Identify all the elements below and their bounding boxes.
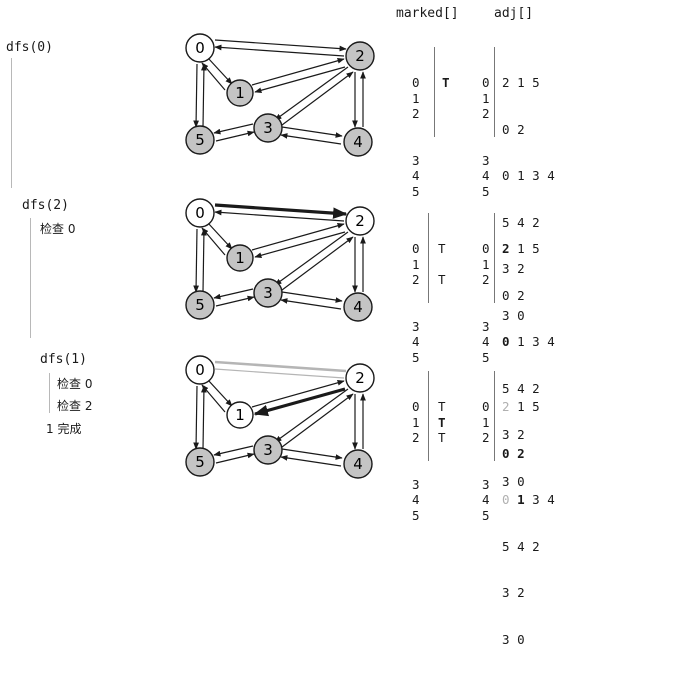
trace-call: dfs(1) <box>40 352 87 367</box>
edge-2-1-active <box>253 387 346 417</box>
vertex-0: 0 <box>185 33 215 63</box>
svg-text:4: 4 <box>353 455 363 473</box>
edge-5-3 <box>215 130 255 142</box>
vertex-0: 0 <box>185 355 215 385</box>
call-stack-line <box>30 218 31 338</box>
vertex-4: 4 <box>343 449 373 479</box>
svg-text:3: 3 <box>263 441 273 459</box>
vertex-5: 5 <box>185 125 215 155</box>
svg-text:0: 0 <box>195 204 205 222</box>
vertex-5: 5 <box>185 447 215 477</box>
svg-text:2: 2 <box>355 369 365 387</box>
svg-text:5: 5 <box>195 453 205 471</box>
vertex-3: 3 <box>253 435 283 465</box>
vertex-5: 5 <box>185 290 215 320</box>
edge-0-5 <box>193 63 199 128</box>
edge-0-2-visited <box>214 360 347 373</box>
vertex-2: 2 <box>345 206 375 236</box>
edge-4-3 <box>280 133 342 145</box>
svg-text:1: 1 <box>235 406 245 424</box>
adj-header: adj[] <box>494 6 534 21</box>
edge-2-0 <box>214 44 345 57</box>
edge-3-5 <box>213 123 254 135</box>
svg-text:5: 5 <box>195 296 205 314</box>
call-stack-line <box>11 58 12 188</box>
call-stack-line <box>49 373 50 413</box>
svg-text:0: 0 <box>195 361 205 379</box>
trace-check: 检查 0 <box>40 222 76 236</box>
trace-call: dfs(2) <box>22 198 69 213</box>
graph-step-3: 0 1 2 3 4 5 <box>185 355 375 479</box>
edge-2-1 <box>254 66 346 94</box>
edge-2-3 <box>274 66 349 121</box>
trace-check: 检查 0 <box>57 377 93 391</box>
svg-text:3: 3 <box>263 119 273 137</box>
vertex-3: 3 <box>253 113 283 143</box>
edge-3-2 <box>277 71 354 129</box>
svg-text:0: 0 <box>195 39 205 57</box>
svg-text:2: 2 <box>355 212 365 230</box>
edge-1-0 <box>201 62 226 91</box>
edge-3-4 <box>281 126 343 138</box>
trace-check: 检查 2 <box>57 399 93 413</box>
svg-text:5: 5 <box>195 131 205 149</box>
vertex-3: 3 <box>253 278 283 308</box>
vertex-0: 0 <box>185 198 215 228</box>
vertex-2: 2 <box>345 41 375 71</box>
svg-text:2: 2 <box>355 47 365 65</box>
vertex-1: 1 <box>226 244 254 272</box>
trace-call: dfs(0) <box>6 40 53 55</box>
svg-text:1: 1 <box>235 249 245 267</box>
table-step-2: 012 345 T​T​​​ 012 345 2 1 5 0 2 0 1 3 4… <box>398 210 598 489</box>
svg-text:4: 4 <box>353 133 363 151</box>
table-step-3: 012 345 TTT​​​ 012 345 2 1 5 0 2 0 1 3 4… <box>398 368 598 647</box>
graph-step-2: 0 1 2 3 4 5 <box>185 198 375 322</box>
trace-done: 1 完成 <box>46 422 82 436</box>
graph-step-1: 0 1 2 3 4 5 <box>185 33 375 157</box>
svg-text:3: 3 <box>263 284 273 302</box>
table-step-1: 012 345 T​​​​​ 012 345 2 1 5 0 2 0 1 3 4… <box>398 44 598 323</box>
vertex-4: 4 <box>343 292 373 322</box>
edge-0-2 <box>214 39 347 52</box>
edge-0-2-active <box>214 203 348 219</box>
vertex-1: 1 <box>226 401 254 429</box>
edge-5-0 <box>201 63 207 128</box>
edge-1-2 <box>251 57 345 86</box>
edge-0-1 <box>207 57 233 85</box>
marked-header: marked[] <box>396 6 459 21</box>
svg-text:4: 4 <box>353 298 363 316</box>
vertex-2: 2 <box>345 363 375 393</box>
vertex-4: 4 <box>343 127 373 157</box>
vertex-1: 1 <box>226 79 254 107</box>
svg-text:1: 1 <box>235 84 245 102</box>
